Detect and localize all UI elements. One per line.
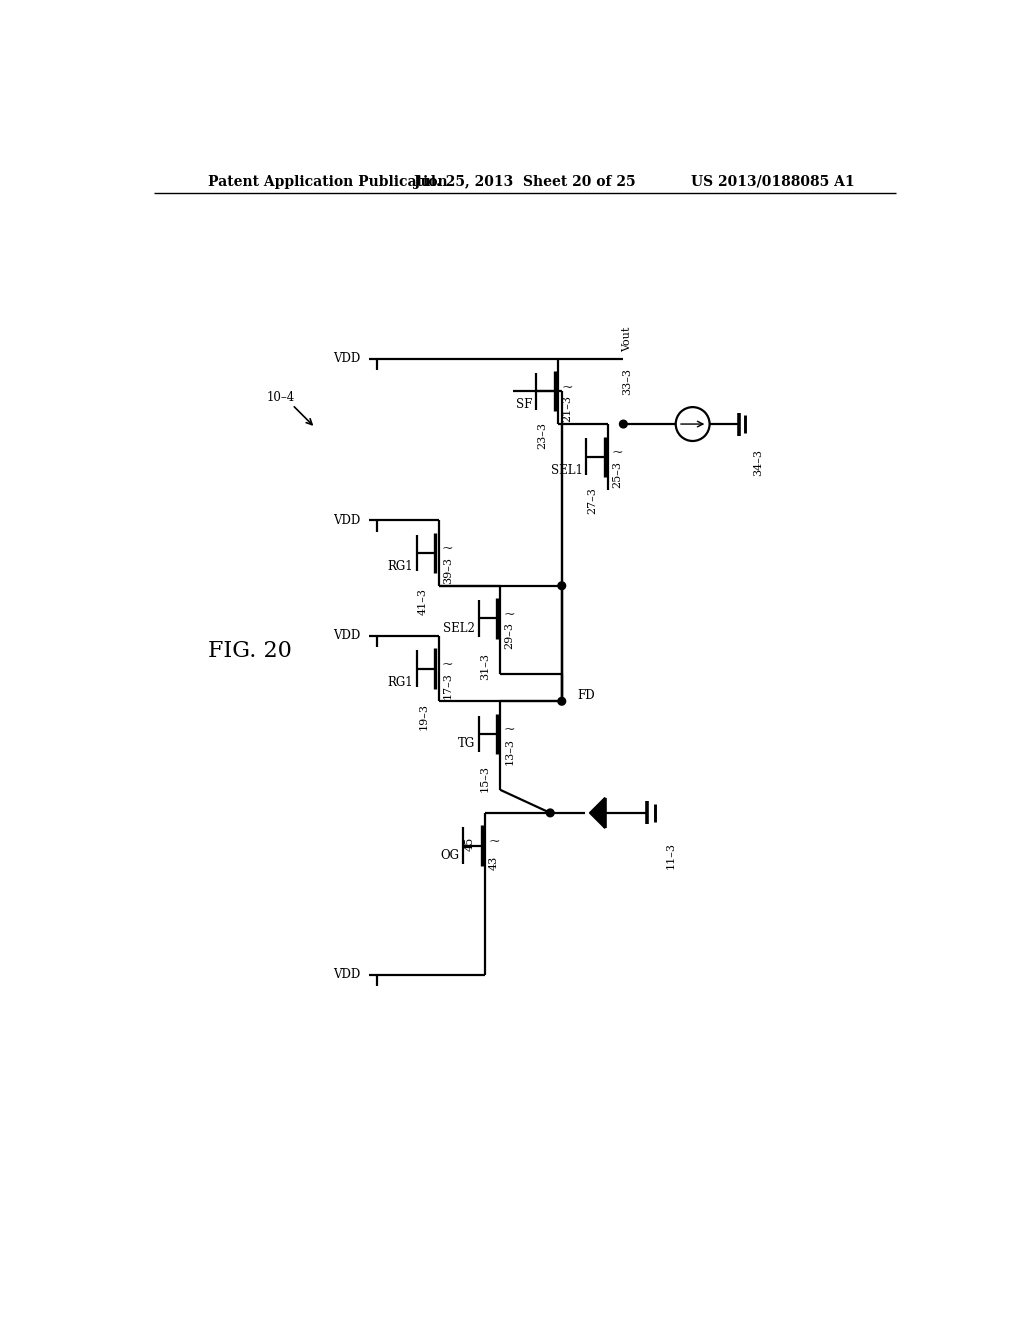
Text: 25–3: 25–3 — [612, 461, 623, 487]
Text: ~: ~ — [611, 446, 623, 461]
Text: 15–3: 15–3 — [480, 764, 489, 792]
Text: FIG. 20: FIG. 20 — [208, 640, 292, 663]
Text: FD: FD — [578, 689, 595, 702]
Text: 41–3: 41–3 — [418, 587, 428, 615]
Text: 19–3: 19–3 — [418, 704, 428, 730]
Text: 29–3: 29–3 — [505, 622, 514, 649]
Text: Patent Application Publication: Patent Application Publication — [208, 174, 447, 189]
Circle shape — [620, 420, 628, 428]
Text: 23–3: 23–3 — [538, 422, 548, 449]
Text: ~: ~ — [442, 543, 454, 557]
Text: Vout: Vout — [623, 326, 632, 352]
Text: 33–3: 33–3 — [623, 368, 632, 395]
Text: OG: OG — [440, 849, 460, 862]
Text: RG1: RG1 — [387, 676, 413, 689]
Text: 17–3: 17–3 — [442, 672, 453, 700]
Text: 45: 45 — [464, 837, 474, 851]
Text: ~: ~ — [488, 836, 500, 849]
Text: ~: ~ — [442, 659, 454, 672]
Circle shape — [558, 582, 565, 590]
Polygon shape — [590, 797, 605, 829]
Text: VDD: VDD — [333, 968, 360, 981]
Text: US 2013/0188085 A1: US 2013/0188085 A1 — [691, 174, 854, 189]
Text: 27–3: 27–3 — [588, 487, 598, 515]
Text: 21–3: 21–3 — [562, 395, 572, 422]
Circle shape — [547, 809, 554, 817]
Text: VDD: VDD — [333, 513, 360, 527]
Text: ~: ~ — [504, 723, 515, 738]
Text: 34–3: 34–3 — [753, 449, 763, 477]
Text: Jul. 25, 2013  Sheet 20 of 25: Jul. 25, 2013 Sheet 20 of 25 — [414, 174, 636, 189]
Text: SEL2: SEL2 — [442, 622, 475, 635]
Text: 13–3: 13–3 — [505, 738, 514, 764]
Text: ~: ~ — [504, 609, 515, 622]
Text: 39–3: 39–3 — [442, 557, 453, 583]
Text: 10–4: 10–4 — [266, 391, 295, 404]
Text: SEL1: SEL1 — [551, 463, 583, 477]
Text: VDD: VDD — [333, 352, 360, 366]
Text: SF: SF — [516, 399, 532, 412]
Text: RG1: RG1 — [387, 560, 413, 573]
Circle shape — [558, 697, 565, 705]
Text: 31–3: 31–3 — [480, 653, 489, 680]
Text: ~: ~ — [561, 381, 573, 395]
Text: VDD: VDD — [333, 630, 360, 643]
Text: TG: TG — [458, 737, 475, 750]
Text: 11–3: 11–3 — [666, 842, 676, 869]
Text: 43: 43 — [489, 855, 499, 870]
